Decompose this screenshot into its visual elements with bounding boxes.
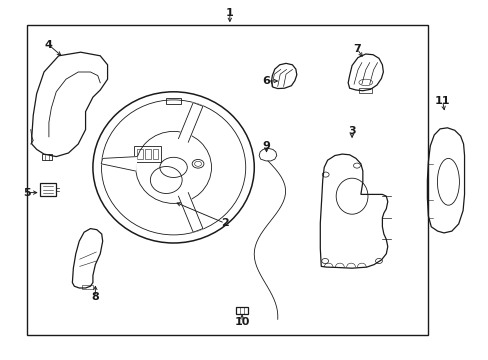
Text: 11: 11 [434,96,449,106]
Text: 1: 1 [225,8,233,18]
Text: 8: 8 [91,292,99,302]
Bar [134,146,161,162]
Text: 2: 2 [221,218,228,228]
Bar [144,149,150,159]
Bar [236,307,248,314]
Text: 5: 5 [23,188,31,198]
Polygon shape [101,157,137,171]
Text: 4: 4 [45,40,53,50]
Bar [82,285,93,289]
Text: 6: 6 [262,76,270,86]
Text: 3: 3 [347,126,355,136]
Bar [40,183,56,196]
Polygon shape [178,193,203,232]
Polygon shape [178,103,203,142]
Bar [137,149,142,159]
Bar [27,25,427,335]
Text: 10: 10 [234,317,249,327]
Bar [359,88,371,93]
Bar [166,98,181,104]
Text: 7: 7 [352,44,360,54]
Text: 9: 9 [262,141,270,151]
Bar [152,149,158,159]
Bar [41,154,52,160]
